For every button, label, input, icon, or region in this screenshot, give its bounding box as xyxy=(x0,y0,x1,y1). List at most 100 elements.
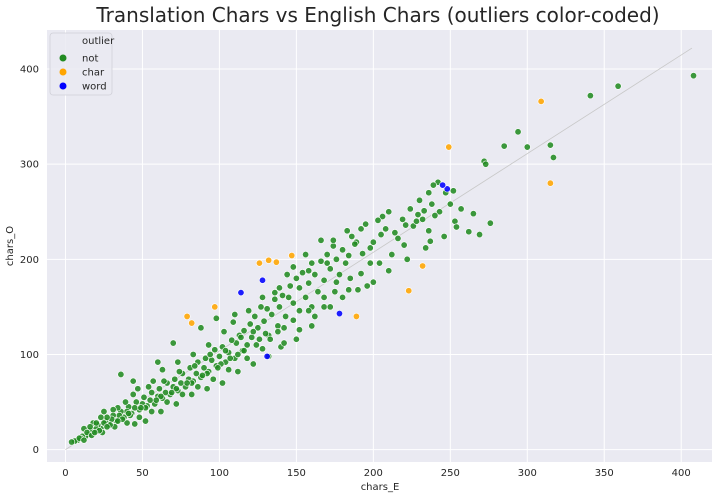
point-not xyxy=(149,377,157,385)
point-not xyxy=(292,274,300,282)
point-not xyxy=(329,236,337,244)
point-not xyxy=(379,213,387,221)
point-not xyxy=(100,408,108,416)
y-tick-label: 200 xyxy=(20,255,39,266)
point-char xyxy=(445,143,453,151)
point-not xyxy=(320,276,328,284)
point-not xyxy=(268,311,276,319)
point-not xyxy=(403,255,411,263)
point-not xyxy=(457,205,465,213)
point-not xyxy=(114,417,122,425)
point-not xyxy=(362,220,370,228)
point-not xyxy=(323,251,331,259)
point-char xyxy=(546,179,554,187)
point-not xyxy=(369,278,377,286)
point-not xyxy=(429,181,437,189)
point-not xyxy=(172,400,180,408)
point-not xyxy=(92,419,100,427)
point-not xyxy=(280,339,288,347)
point-not xyxy=(225,366,233,374)
point-not xyxy=(323,259,331,267)
point-not xyxy=(500,142,508,150)
point-not xyxy=(129,377,137,385)
point-not xyxy=(399,215,407,223)
point-not xyxy=(375,259,383,267)
point-not xyxy=(192,370,200,378)
point-not xyxy=(385,267,393,275)
point-not xyxy=(351,240,359,248)
point-not xyxy=(359,250,367,258)
point-not xyxy=(271,295,279,303)
point-not xyxy=(142,417,150,425)
point-word xyxy=(443,185,451,193)
point-not xyxy=(394,234,402,242)
point-char xyxy=(188,319,196,327)
point-not xyxy=(295,284,303,292)
point-not xyxy=(279,291,287,299)
y-tick-label: 100 xyxy=(20,350,39,361)
y-axis-ticks: 0 100 200 300 400 xyxy=(20,65,39,457)
point-not xyxy=(169,339,177,347)
point-not xyxy=(317,257,325,265)
point-not xyxy=(305,267,313,275)
point-not xyxy=(254,324,262,332)
legend-marker-char xyxy=(59,68,67,76)
point-not xyxy=(283,271,291,279)
x-axis-ticks: 0 50 100 150 200 250 300 350 400 xyxy=(62,468,690,479)
point-not xyxy=(211,346,219,354)
point-char xyxy=(352,312,360,320)
data-points xyxy=(68,72,698,446)
point-not xyxy=(280,324,288,332)
y-tick-label: 0 xyxy=(33,445,39,456)
point-not xyxy=(354,286,362,294)
point-not xyxy=(400,241,408,249)
point-not xyxy=(231,311,239,319)
point-not xyxy=(339,293,347,301)
point-not xyxy=(122,398,130,406)
point-not xyxy=(198,371,206,379)
point-not xyxy=(363,282,371,290)
point-not xyxy=(251,312,259,320)
point-not xyxy=(436,208,444,216)
point-not xyxy=(326,265,334,273)
point-not xyxy=(146,396,154,404)
point-not xyxy=(109,406,117,414)
point-not xyxy=(374,216,382,224)
point-not xyxy=(286,282,294,290)
point-not xyxy=(275,303,283,311)
point-not xyxy=(160,377,168,385)
point-not xyxy=(177,379,185,387)
point-not xyxy=(357,225,365,233)
point-not xyxy=(203,385,211,393)
point-not xyxy=(302,251,310,259)
point-not xyxy=(152,396,160,404)
point-not xyxy=(243,354,251,362)
x-tick-label: 150 xyxy=(287,468,306,479)
legend-label-word: word xyxy=(82,82,107,93)
point-not xyxy=(246,320,254,328)
point-not xyxy=(131,404,139,412)
x-tick-label: 50 xyxy=(136,468,149,479)
point-not xyxy=(440,232,448,240)
point-not xyxy=(220,328,228,336)
point-not xyxy=(314,288,322,296)
point-not xyxy=(259,345,267,353)
point-word xyxy=(335,310,343,318)
point-not xyxy=(188,390,196,398)
point-not xyxy=(157,408,165,416)
legend: outlier not char word xyxy=(49,32,115,96)
point-not xyxy=(228,336,236,344)
point-not xyxy=(259,293,267,301)
point-not xyxy=(257,303,265,311)
point-not xyxy=(320,303,328,311)
point-not xyxy=(103,413,111,421)
point-not xyxy=(425,189,433,197)
point-not xyxy=(214,364,222,372)
point-not xyxy=(419,215,427,223)
point-not xyxy=(271,289,279,297)
point-not xyxy=(523,143,531,151)
point-not xyxy=(215,352,223,360)
point-not xyxy=(148,408,156,416)
point-not xyxy=(299,269,307,277)
gridlines xyxy=(47,30,712,462)
